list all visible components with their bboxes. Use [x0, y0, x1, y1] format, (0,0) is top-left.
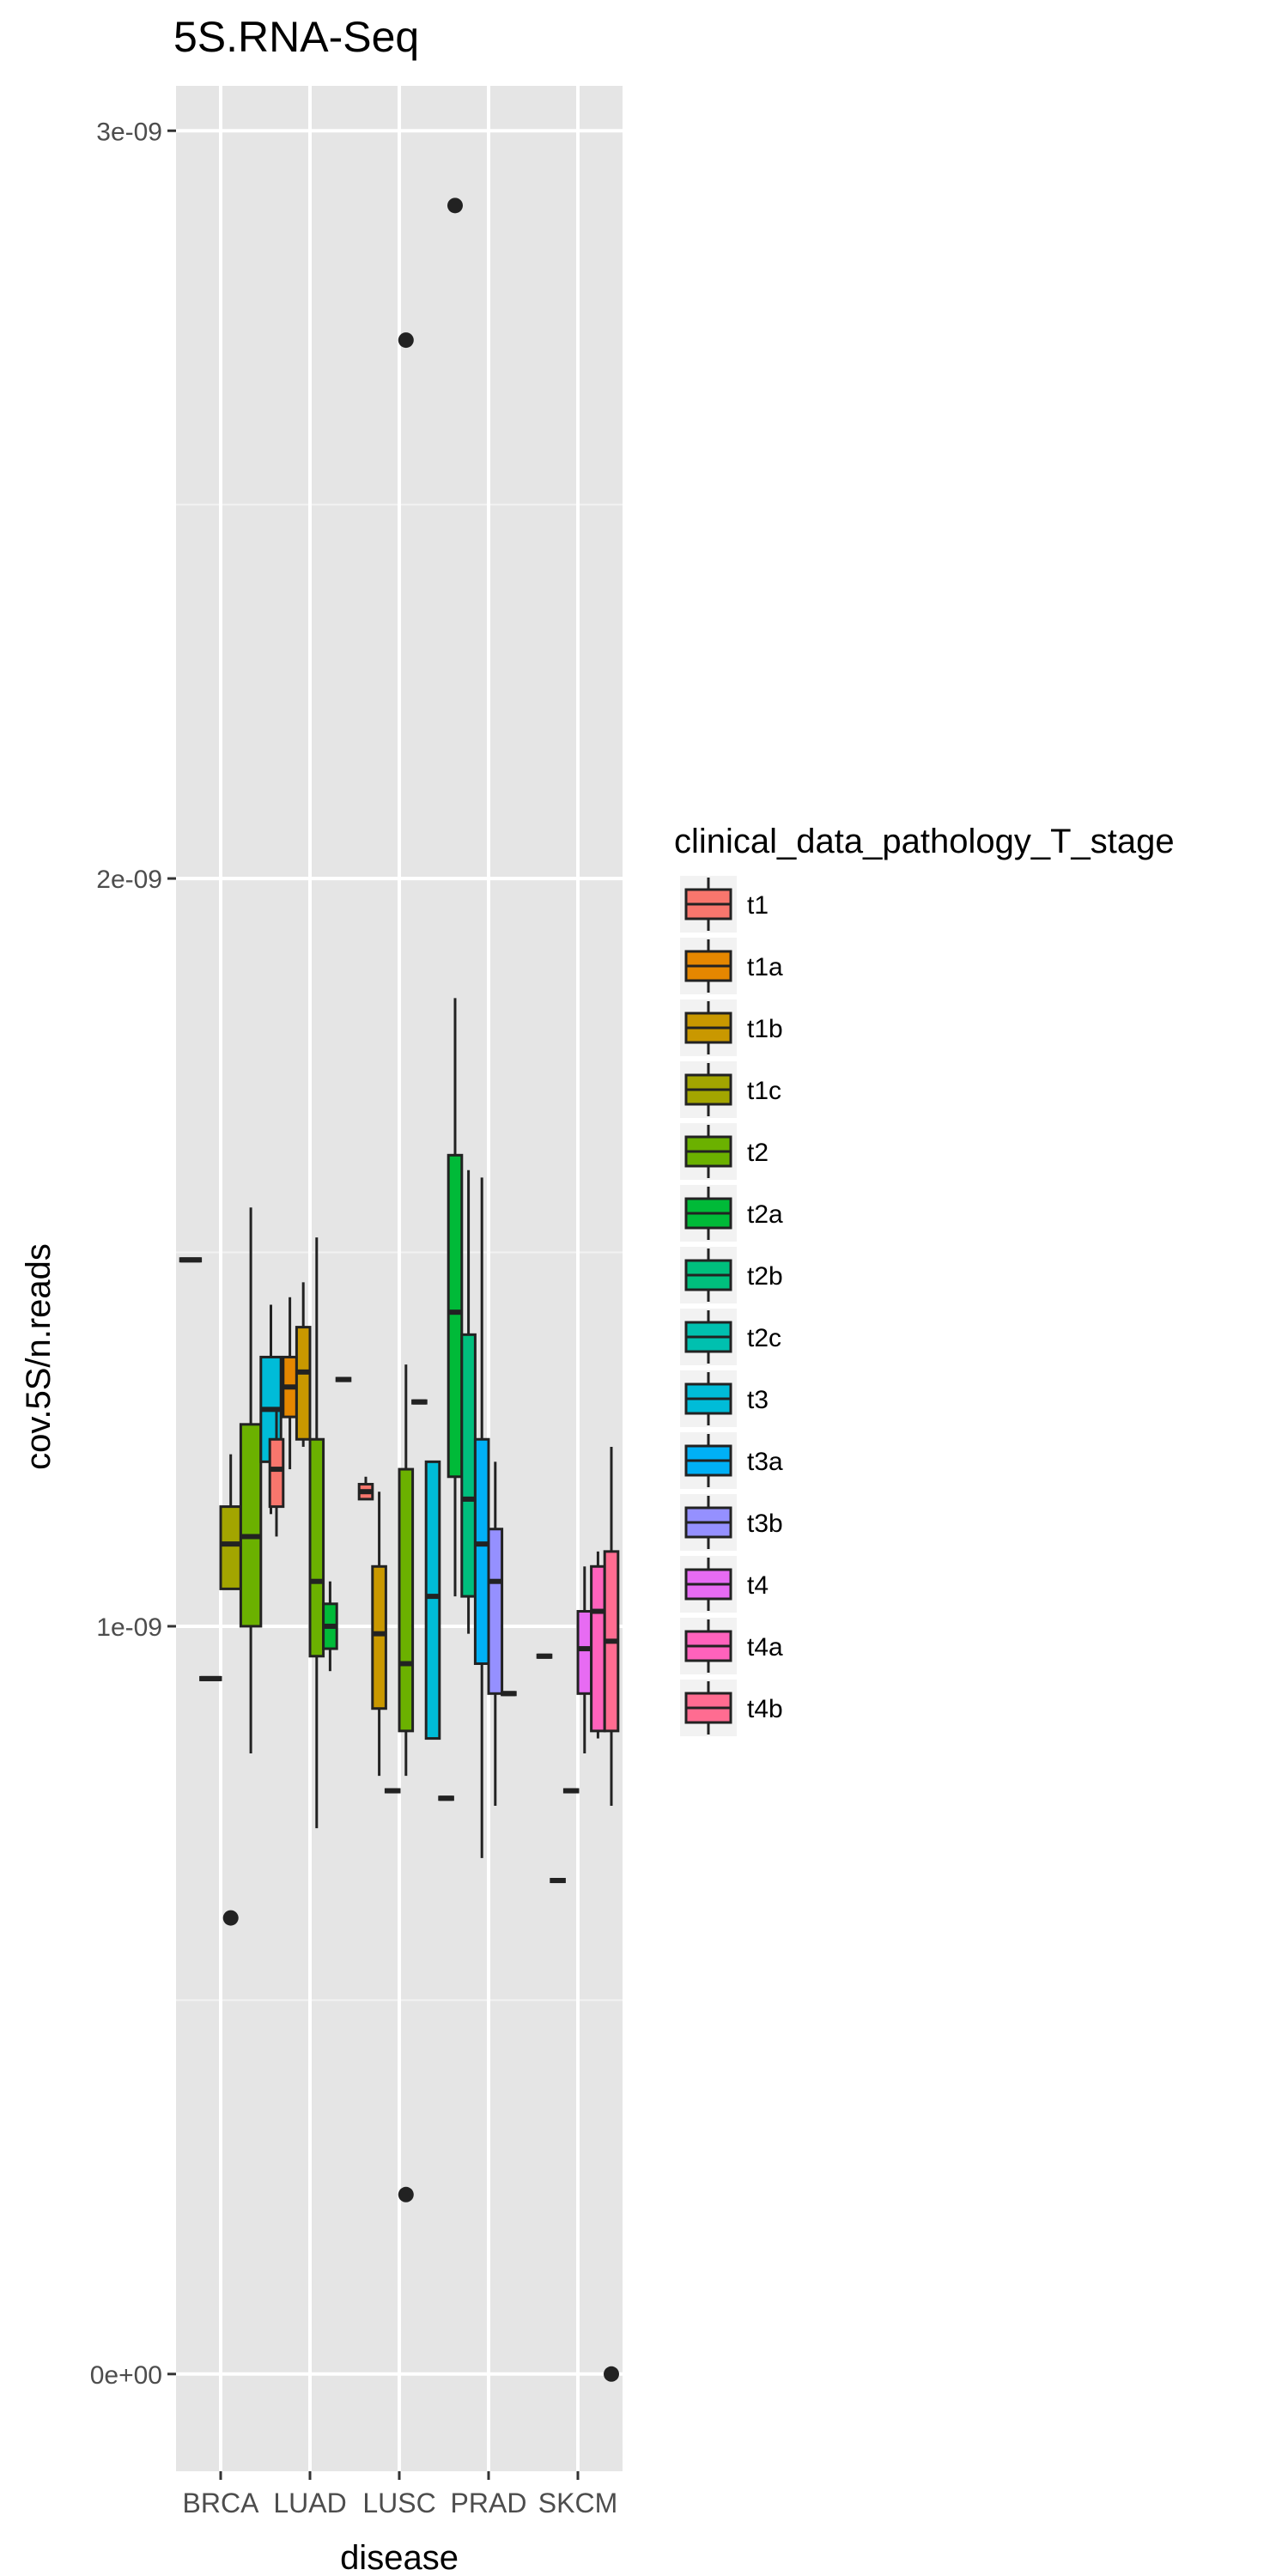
legend-label: t2a — [747, 1200, 783, 1229]
box-body — [487, 1528, 504, 1695]
box-body — [219, 1505, 242, 1590]
box-skcm-t3a — [562, 1788, 580, 1794]
box-body — [239, 1423, 263, 1628]
legend-label: t3 — [747, 1386, 769, 1414]
outlier-point — [447, 197, 463, 214]
box-prad-t4 — [501, 1691, 517, 1697]
legend-item-t1a: t1a — [680, 938, 783, 994]
box-skcm-t1a — [536, 1653, 553, 1659]
box-lusc-t2 — [398, 332, 415, 2202]
legend-label: t1a — [747, 953, 783, 981]
legend-label: t3b — [747, 1510, 783, 1538]
legend-title: clinical_data_pathology_T_stage — [674, 823, 1175, 860]
legend-item-t2c: t2c — [680, 1309, 781, 1365]
box-body — [308, 1437, 325, 1658]
box-brca-t1 — [179, 1257, 203, 1263]
box-body — [371, 1564, 387, 1710]
legend-item-t2b: t2b — [680, 1247, 783, 1303]
legend-item-t3b: t3b — [680, 1494, 783, 1551]
box-skcm-t4b — [603, 1446, 620, 2382]
outlier-point — [604, 2366, 619, 2382]
box-skcm-t2a — [550, 1878, 566, 1884]
legend-item-t4: t4 — [680, 1556, 769, 1613]
x-tick-label: LUSC — [362, 2488, 435, 2518]
box-lusc-t3 — [424, 1460, 441, 1741]
y-axis: 0e+00 1e-09 2e-09 3e-09 — [90, 118, 176, 2390]
outlier-point — [398, 2186, 414, 2202]
x-tick-label: LUAD — [273, 2488, 346, 2518]
box-lusc-t2a — [411, 1399, 428, 1405]
box-luad-t2a — [322, 1581, 338, 1672]
box-brca-t2 — [239, 1207, 263, 1753]
legend-label: t1 — [747, 891, 769, 920]
x-tick-label: SKCM — [538, 2488, 617, 2518]
box-body — [268, 1437, 285, 1509]
legend-item-t4a: t4a — [680, 1618, 783, 1674]
legend-label: t1b — [747, 1015, 783, 1043]
box-skcm-t4a — [590, 1551, 606, 1739]
legend-label: t2c — [747, 1324, 781, 1352]
box-luad-t2 — [308, 1237, 325, 1829]
box-lusc-t1b — [371, 1492, 387, 1777]
box-body — [460, 1333, 477, 1598]
legend-label: t3a — [747, 1448, 783, 1476]
y-tick-label: 2e-09 — [96, 866, 162, 894]
outlier-point — [222, 1910, 239, 1926]
box-skcm-t4 — [576, 1566, 593, 1753]
box-body — [473, 1437, 490, 1665]
box-body — [295, 1326, 312, 1441]
x-tick-label: BRCA — [183, 2488, 260, 2518]
legend-item-t1: t1 — [680, 876, 769, 933]
box-body — [576, 1610, 593, 1695]
y-tick-label: 0e+00 — [90, 2361, 162, 2390]
box-body — [424, 1460, 441, 1741]
legend-item-t4b: t4b — [680, 1680, 783, 1736]
x-tick-label: PRAD — [451, 2488, 527, 2518]
legend-item-t2a: t2a — [680, 1185, 783, 1242]
legend-item-t1b: t1b — [680, 999, 783, 1056]
box-prad-t3b — [487, 1461, 504, 1806]
box-luad-t1 — [268, 1409, 285, 1537]
box-lusc-t1c — [384, 1788, 401, 1794]
box-body — [447, 1153, 464, 1479]
box-brca-t1a — [199, 1675, 222, 1681]
box-lusc-t3 — [438, 1795, 454, 1801]
legend-label: t4a — [747, 1633, 783, 1662]
outlier-point — [398, 332, 414, 349]
y-axis-title: cov.5S/n.reads — [20, 1243, 58, 1470]
y-tick-label: 3e-09 — [96, 118, 162, 146]
legend-label: t2b — [747, 1262, 783, 1291]
legend-label: t4 — [747, 1571, 769, 1600]
legend-label: t4b — [747, 1695, 783, 1723]
box-lusc-t1 — [357, 1476, 374, 1501]
legend-item-t3: t3 — [680, 1370, 769, 1427]
box-body — [590, 1564, 606, 1733]
box-luad-t1b — [295, 1282, 312, 1447]
chart-title: 5S.RNA-Seq — [173, 13, 419, 61]
x-axis: BRCA LUAD LUSC PRAD SKCM — [183, 2471, 617, 2518]
legend-item-t2: t2 — [680, 1123, 769, 1180]
y-tick-label: 1e-09 — [96, 1613, 162, 1642]
legend-label: t1c — [747, 1077, 781, 1105]
legend-item-t1c: t1c — [680, 1061, 781, 1118]
legend-label: t2 — [747, 1139, 769, 1167]
box-series — [179, 197, 620, 2382]
box-prad-t2a — [447, 197, 464, 1597]
legend-item-t3a: t3a — [680, 1432, 783, 1489]
box-luad-t3 — [335, 1376, 352, 1382]
x-axis-title: disease — [340, 2539, 459, 2576]
box-body — [398, 1467, 415, 1733]
legend: t1 t1a t1b t1c t2 t2a t2b t2c t3 t3a t3b t4 t4a t4b — [680, 876, 783, 1736]
gridlines — [176, 86, 623, 2471]
box-prad-t3a — [473, 1177, 490, 1858]
